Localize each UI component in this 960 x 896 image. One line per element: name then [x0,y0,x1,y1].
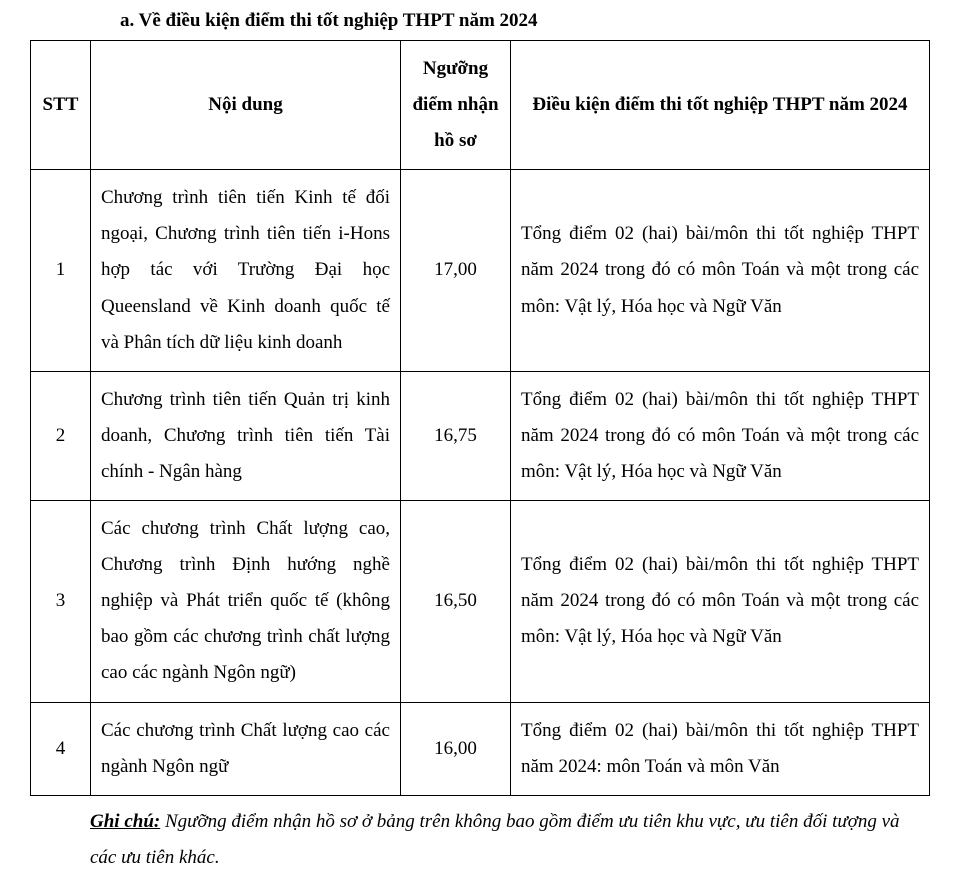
cell-nguong: 17,00 [401,170,511,371]
cell-dieukien: Tổng điểm 02 (hai) bài/môn thi tốt nghiệ… [511,170,930,371]
cell-stt: 3 [31,501,91,702]
footnote: Ghi chú: Ngưỡng điểm nhận hồ sơ ở bảng t… [90,804,930,876]
admission-table: STT Nội dung Ngưỡng điểm nhận hồ sơ Điều… [30,40,930,796]
cell-dieukien: Tổng điểm 02 (hai) bài/môn thi tốt nghiệ… [511,371,930,500]
cell-noidung: Các chương trình Chất lượng cao các ngàn… [91,702,401,795]
cell-noidung: Các chương trình Chất lượng cao, Chương … [91,501,401,702]
cell-nguong: 16,00 [401,702,511,795]
cell-stt: 2 [31,371,91,500]
table-header-row: STT Nội dung Ngưỡng điểm nhận hồ sơ Điều… [31,41,930,170]
table-row: 1 Chương trình tiên tiến Kinh tế đối ngo… [31,170,930,371]
col-header-nguong: Ngưỡng điểm nhận hồ sơ [401,41,511,170]
page-container: a. Về điều kiện điểm thi tốt nghiệp THPT… [0,0,960,896]
table-row: 4 Các chương trình Chất lượng cao các ng… [31,702,930,795]
cell-stt: 4 [31,702,91,795]
table-row: 3 Các chương trình Chất lượng cao, Chươn… [31,501,930,702]
footnote-label: Ghi chú: [90,811,160,832]
cell-nguong: 16,75 [401,371,511,500]
cell-stt: 1 [31,170,91,371]
cell-dieukien: Tổng điểm 02 (hai) bài/môn thi tốt nghiệ… [511,702,930,795]
col-header-dieukien: Điều kiện điểm thi tốt nghiệp THPT năm 2… [511,41,930,170]
section-heading: a. Về điều kiện điểm thi tốt nghiệp THPT… [120,10,930,32]
col-header-stt: STT [31,41,91,170]
cell-noidung: Chương trình tiên tiến Kinh tế đối ngoại… [91,170,401,371]
cell-dieukien: Tổng điểm 02 (hai) bài/môn thi tốt nghiệ… [511,501,930,702]
cell-noidung: Chương trình tiên tiến Quản trị kinh doa… [91,371,401,500]
footnote-text: Ngưỡng điểm nhận hồ sơ ở bảng trên không… [90,811,900,868]
cell-nguong: 16,50 [401,501,511,702]
table-row: 2 Chương trình tiên tiến Quản trị kinh d… [31,371,930,500]
col-header-noidung: Nội dung [91,41,401,170]
